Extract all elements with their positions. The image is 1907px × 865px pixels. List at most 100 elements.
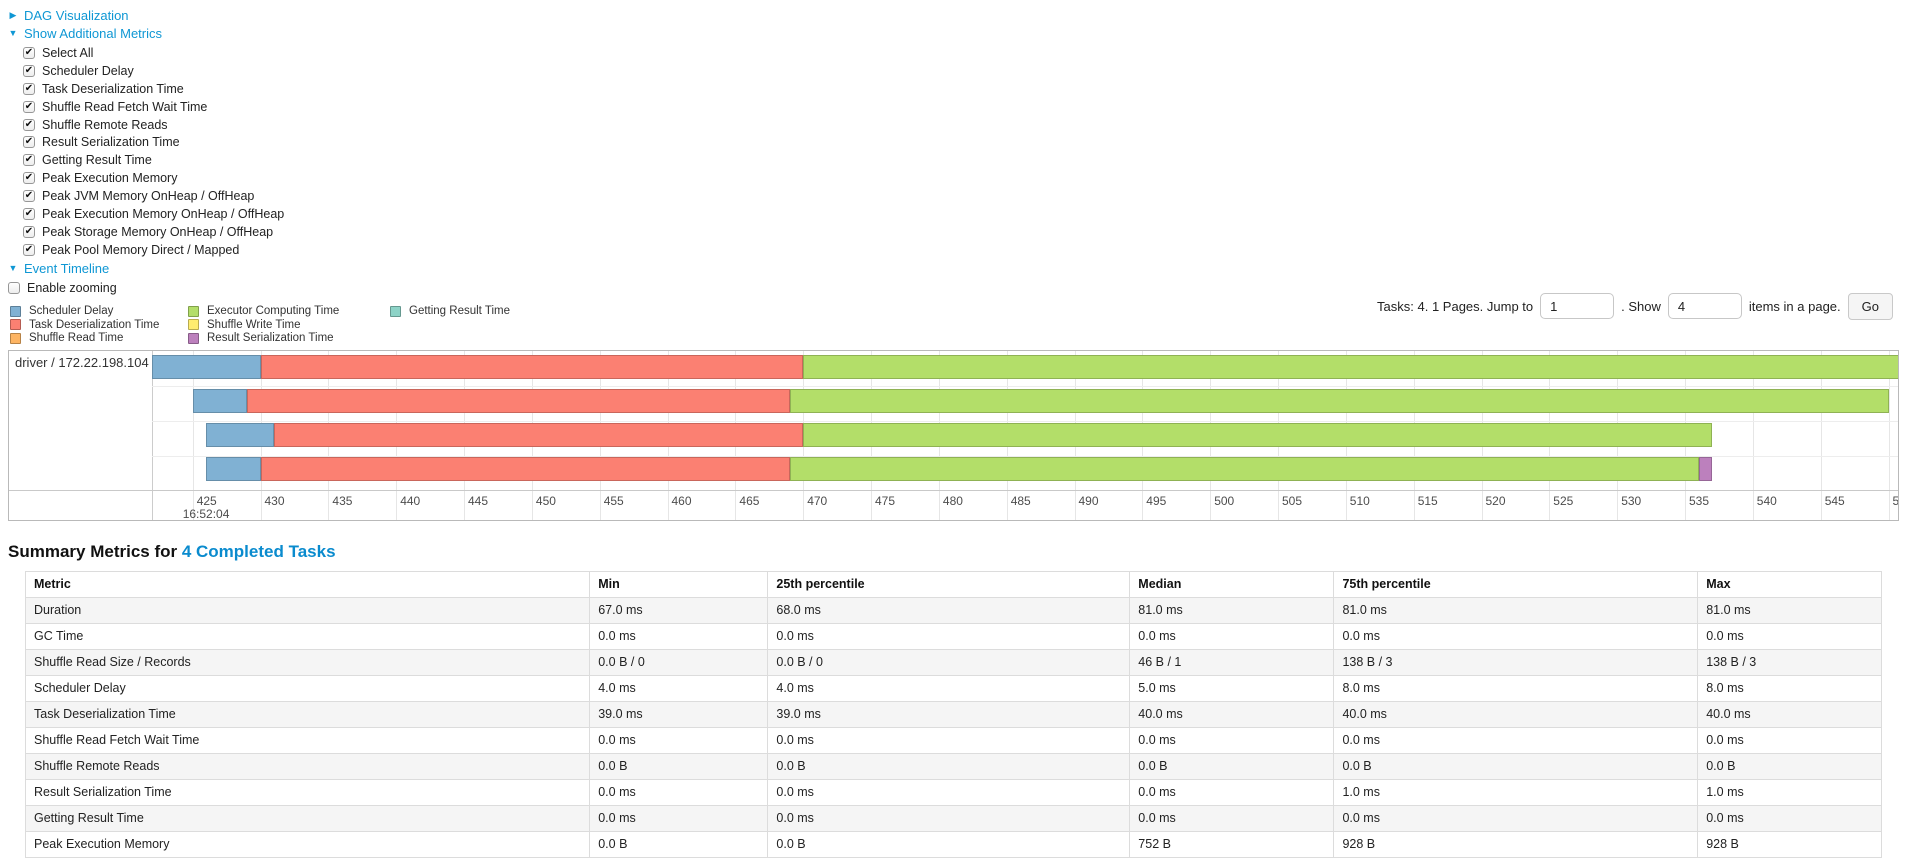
metric-name-cell: Shuffle Read Size / Records [24,648,591,676]
timeline-gridline [1888,350,1890,520]
metric-value-cell: 0.0 ms [1129,778,1335,806]
metric-checkbox-row: Shuffle Remote Reads [23,116,1899,134]
metric-checkbox[interactable] [23,118,35,131]
metric-name-cell: GC Time [24,622,591,650]
timeline-gridline [1820,350,1822,520]
metric-value-cell: 1.0 ms [1697,778,1882,806]
legend-label: Shuffle Write Time [207,318,301,331]
shuffle_read-swatch-icon [10,332,21,344]
metric-checkbox-label: Peak Storage Memory OnHeap / OffHeap [42,224,274,239]
metric-name-cell: Result Serialization Time [24,778,591,806]
metric-value-cell: 4.0 ms [589,674,769,702]
enable-zooming-label: Enable zooming [27,280,117,295]
legend-entry: Shuffle Write Time [188,318,390,331]
jump-to-page-input[interactable] [1540,293,1615,320]
timeline-tick-label: 480 [942,493,963,508]
legend-column: Getting Result Time [390,305,510,345]
metric-checkbox-row: Scheduler Delay [23,62,1899,80]
metric-value-cell: 67.0 ms [589,596,769,624]
timeline-tick-label: 430 [264,493,285,508]
dag-visualization-label: DAG Visualization [24,8,129,23]
metric-value-cell: 1.0 ms [1333,778,1699,806]
metric-checkbox[interactable] [23,243,35,256]
metric-value-cell: 0.0 ms [1697,622,1882,650]
result_serialization-swatch-icon [188,332,199,344]
task-bar[interactable] [192,388,1889,413]
metric-name-cell: Duration [24,596,591,624]
timeline-row-line [152,420,1898,422]
metric-checkbox-row: Shuffle Read Fetch Wait Time [23,98,1899,116]
enable-zooming-checkbox[interactable] [8,281,20,294]
table-row: Getting Result Time 0.0 ms 0.0 ms 0.0 ms 0.0… [24,804,1882,832]
task-bar[interactable] [206,456,1713,481]
timeline-axis-line [9,489,1898,491]
table-row: Task Deserialization Time 39.0 ms 39.0 ms 4… [24,700,1882,728]
timeline-tick-label: 540 [1756,493,1777,508]
metric-name-cell: Task Deserialization Time [24,700,591,728]
metric-checkbox[interactable] [23,172,35,185]
event-timeline-chart: driver / 172.22.198.104 425 430 435 440 445 4… [8,349,1899,521]
event-timeline-toggle[interactable]: ▼ Event Timeline [8,261,110,276]
metric-value-cell: 39.0 ms [589,700,769,728]
scheduler_delay-segment [152,354,261,379]
legend-entry: Scheduler Delay [10,305,188,318]
arrow-right-icon: ▶ [9,10,17,20]
metric-checkbox[interactable] [23,82,35,95]
metric-checkbox[interactable] [23,100,35,113]
metric-checkbox[interactable] [23,136,35,149]
pagination-prefix: Tasks: 4. 1 Pages. Jump to [1377,298,1534,314]
show-additional-metrics-toggle[interactable]: ▼ Show Additional Metrics [8,26,162,41]
metric-value-cell: 0.0 ms [767,778,1131,806]
legend-entry: Result Serialization Time [188,331,390,344]
metric-checkbox[interactable] [23,190,35,203]
task-bar[interactable] [152,354,1898,379]
timeline-tick-label: 500 [1214,493,1235,508]
timeline-legend: Scheduler Delay Task Deserialization Time… [10,292,1899,345]
metric-checkbox-label: Result Serialization Time [42,135,180,150]
timeline-tick-label: 455 [603,493,624,508]
table-header-cell: Median [1129,570,1335,598]
legend-entry: Task Deserialization Time [10,318,188,331]
task-bar[interactable] [206,422,1713,447]
metric-checkbox[interactable] [23,64,35,77]
metric-value-cell: 0.0 ms [1333,622,1699,650]
go-button[interactable]: Go [1847,292,1893,320]
legend-label: Shuffle Read Time [29,332,124,345]
metric-checkbox-label: Getting Result Time [42,153,152,168]
metric-checkbox[interactable] [23,154,35,167]
dag-visualization-toggle[interactable]: ▶ DAG Visualization [8,8,129,23]
table-header-row: Metric Min 25th percentile Median 75th perce… [24,570,1882,598]
table-header-cell: Max [1697,570,1882,598]
table-row: Shuffle Read Fetch Wait Time 0.0 ms 0.0 ms… [24,726,1882,754]
timeline-row-line [152,385,1898,387]
metric-checkbox[interactable] [23,225,35,238]
scheduler_delay-segment [206,422,275,447]
metric-name-cell: Peak Execution Memory [24,830,591,858]
enable-zooming-row: Enable zooming [8,279,1899,297]
metric-value-cell: 0.0 ms [589,726,769,754]
timeline-tick-label: 450 [535,493,556,508]
metric-value-cell: 0.0 ms [1129,804,1335,832]
timeline-tick-label: 525 [1553,493,1574,508]
items-per-page-input[interactable] [1667,293,1742,320]
completed-tasks-link[interactable]: 4 Completed Tasks [181,541,336,561]
timeline-label-divider [152,350,153,520]
metric-value-cell: 0.0 ms [1333,726,1699,754]
metric-checkbox-row: Peak Execution Memory OnHeap / OffHeap [23,205,1899,223]
legend-label: Getting Result Time [409,305,510,318]
metric-checkbox[interactable] [23,207,35,220]
metric-name-cell: Scheduler Delay [24,674,591,702]
pagination-mid: . Show [1621,298,1661,314]
shuffle_write-swatch-icon [188,319,199,331]
metric-value-cell: 0.0 ms [1333,804,1699,832]
metric-checkbox[interactable] [23,46,35,59]
table-row: Duration 67.0 ms 68.0 ms 81.0 ms 81.0 ms 81.0… [24,596,1882,624]
metric-checkbox-row: Select All [23,44,1899,62]
metric-checkbox-row: Task Deserialization Time [23,80,1899,98]
metric-value-cell: 0.0 ms [589,622,769,650]
arrow-down-icon: ▼ [8,28,18,38]
legend-entry: Shuffle Read Time [10,331,188,344]
summary-metrics-table: Metric Min 25th percentile Median 75th perce… [24,570,1882,858]
metric-value-cell: 138 B / 3 [1697,648,1882,676]
task-pagination: Tasks: 4. 1 Pages. Jump to . Show items … [1377,292,1893,320]
